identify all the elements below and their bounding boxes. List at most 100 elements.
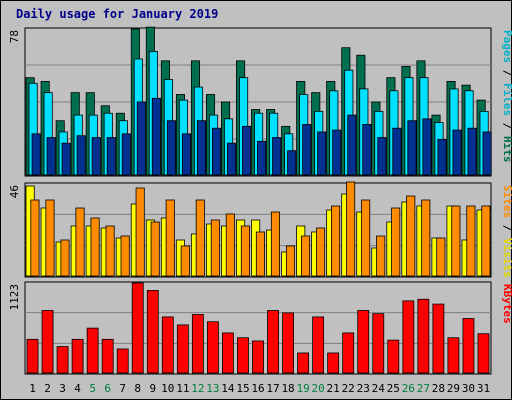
x-tick-label-day-20: 20 (312, 382, 325, 395)
bar-sites-day-22 (346, 181, 356, 277)
bar-kbytes-day-24 (372, 313, 385, 374)
y-max-label: 46 (8, 185, 21, 198)
bar-sites-day-21 (331, 205, 341, 277)
x-tick-label-day-3: 3 (59, 382, 66, 395)
series-legend-label: Pages / Files / Hits (501, 30, 512, 163)
panel-middle: 46 Sites / Visits (8, 181, 512, 278)
bar-sites-day-31 (481, 205, 491, 277)
bar-kbytes-day-5 (86, 327, 99, 374)
bar-sites-day-10 (165, 199, 175, 277)
bar-sites-day-26 (406, 195, 416, 277)
bar-kbytes-day-22 (342, 332, 355, 374)
bar-kbytes-day-15 (237, 337, 249, 374)
bar-sites-day-17 (270, 211, 280, 277)
x-tick-label-day-10: 10 (161, 382, 174, 395)
bar-kbytes-day-11 (176, 324, 189, 374)
x-tick-label-day-30: 30 (462, 382, 475, 395)
bar-sites-day-23 (361, 199, 371, 277)
bar-sites-day-9 (150, 221, 160, 277)
bar-kbytes-day-6 (101, 338, 114, 374)
panel-bottom: 1123 KBytes (8, 281, 512, 375)
legend-part: / (501, 63, 512, 83)
bar-pages-day-22 (347, 114, 357, 176)
x-tick-label-day-25: 25 (387, 382, 400, 395)
x-tick-label-day-13: 13 (206, 382, 219, 395)
bar-sites-day-8 (135, 187, 145, 277)
bar-sites-day-2 (45, 199, 55, 277)
bar-kbytes-day-7 (116, 348, 129, 374)
x-tick-label-day-8: 8 (134, 382, 141, 395)
bar-sites-day-4 (75, 207, 85, 277)
bar-pages-day-4 (76, 135, 86, 176)
bar-kbytes-day-20 (312, 316, 325, 374)
bar-sites-day-3 (60, 239, 70, 277)
series-legend-label: KBytes (501, 284, 512, 324)
bar-kbytes-day-21 (327, 352, 340, 374)
bar-sites-day-15 (240, 225, 250, 277)
bar-kbytes-day-14 (222, 332, 234, 374)
bar-sites-day-30 (466, 205, 476, 277)
bar-pages-day-9 (151, 97, 161, 176)
bar-pages-day-1 (31, 133, 41, 176)
panel-top: 78 Pages / Files / Hits (8, 26, 512, 177)
bar-pages-day-5 (91, 137, 101, 176)
bar-pages-day-18 (287, 150, 297, 176)
legend-part: Files (501, 83, 512, 116)
bar-kbytes-day-8 (131, 282, 144, 374)
series-legend-label: Sites / Visits (501, 185, 512, 278)
bar-kbytes-day-3 (56, 346, 69, 374)
bar-sites-day-27 (421, 199, 431, 277)
x-tick-label-day-11: 11 (176, 382, 189, 395)
legend-part: Hits (501, 136, 512, 163)
chart-title: Daily usage for January 2019 (16, 7, 218, 21)
bar-pages-day-8 (136, 101, 146, 176)
bar-pages-day-11 (181, 133, 192, 176)
bar-kbytes-day-13 (206, 321, 219, 374)
bar-sites-day-7 (120, 235, 130, 277)
x-tick-label-day-29: 29 (447, 382, 460, 395)
bar-kbytes-day-28 (432, 303, 445, 374)
bar-kbytes-day-1 (26, 338, 39, 374)
bar-sites-day-12 (195, 199, 205, 277)
x-tick-label-day-9: 9 (149, 382, 156, 395)
bar-sites-day-1 (30, 199, 40, 277)
y-max-label: 78 (8, 30, 21, 43)
bar-sites-day-6 (105, 225, 115, 277)
legend-part: Sites (501, 185, 512, 218)
x-tick-label-day-18: 18 (281, 382, 294, 395)
bar-kbytes-day-10 (161, 316, 174, 374)
bar-sites-day-11 (180, 245, 190, 277)
bar-sites-day-25 (391, 207, 401, 277)
x-tick-label-day-2: 2 (44, 382, 51, 395)
bar-pages-day-24 (377, 137, 387, 176)
bar-kbytes-day-18 (282, 312, 294, 374)
x-tick-label-day-21: 21 (327, 382, 340, 395)
bar-pages-day-6 (106, 137, 116, 176)
x-tick-label-day-7: 7 (119, 382, 126, 395)
bar-sites-day-20 (316, 227, 326, 277)
bar-sites-day-13 (210, 219, 220, 277)
x-tick-label-day-6: 6 (104, 382, 111, 395)
bar-pages-day-7 (121, 133, 131, 176)
bar-sites-day-29 (451, 205, 461, 277)
bar-pages-day-23 (362, 124, 372, 176)
bar-sites-day-5 (90, 217, 100, 277)
bar-pages-day-15 (242, 125, 252, 176)
bar-pages-day-19 (302, 124, 312, 176)
bar-kbytes-day-26 (402, 300, 415, 374)
x-tick-label-day-24: 24 (372, 382, 386, 395)
bar-kbytes-day-2 (41, 310, 54, 374)
bar-kbytes-day-4 (71, 338, 84, 374)
bar-pages-day-14 (227, 142, 237, 176)
bar-pages-day-20 (317, 131, 327, 176)
bar-kbytes-day-19 (297, 352, 310, 374)
bar-pages-day-30 (467, 127, 477, 176)
x-tick-label-day-17: 17 (266, 382, 279, 395)
x-tick-label-day-1: 1 (29, 382, 36, 395)
bar-pages-day-28 (437, 139, 447, 176)
legend-part: / (501, 116, 512, 136)
bar-pages-day-13 (211, 127, 222, 176)
x-tick-label-day-22: 22 (342, 382, 355, 395)
x-tick-label-day-23: 23 (357, 382, 370, 395)
